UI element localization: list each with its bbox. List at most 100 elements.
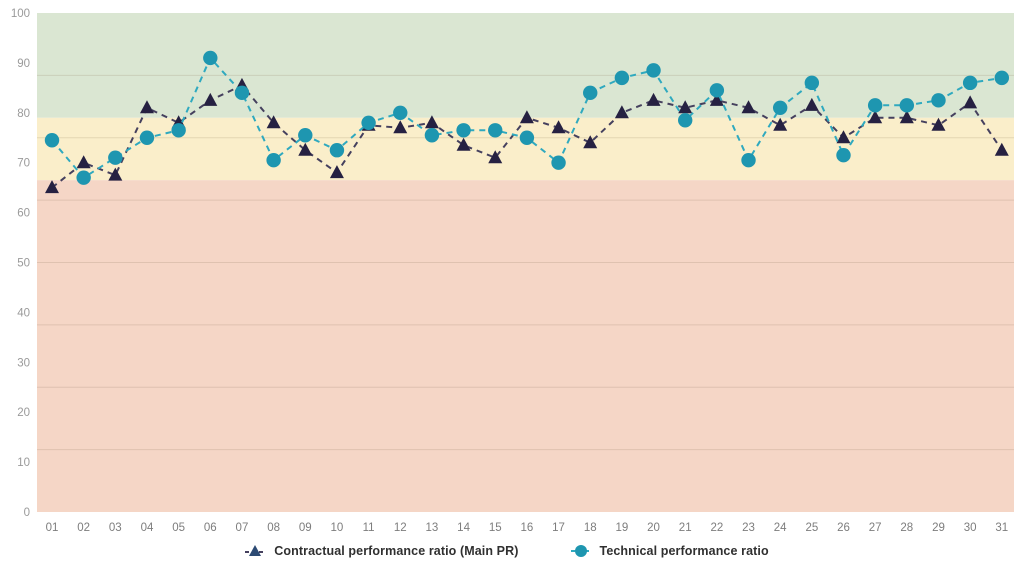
circle-marker [519, 130, 535, 145]
triangle-marker [76, 155, 91, 169]
triangle-marker [583, 135, 598, 149]
series-technical [44, 50, 1009, 185]
x-tick-label: 30 [964, 522, 977, 534]
x-tick-label: 20 [647, 522, 660, 534]
y-axis-labels: 0 10 20 30 40 50 60 70 80 90 100 [11, 8, 30, 519]
circle-marker [899, 98, 915, 113]
legend-item-contractual[interactable]: Contractual performance ratio (Main PR) [245, 544, 518, 558]
chart-legend: Contractual performance ratio (Main PR) … [0, 544, 1014, 558]
circle-marker [424, 128, 440, 143]
circle-marker [44, 133, 60, 148]
circle-marker [962, 75, 978, 91]
triangle-marker [899, 110, 914, 124]
x-tick-label: 09 [299, 522, 312, 534]
triangle-marker [488, 150, 503, 164]
legend-label-technical: Technical performance ratio [599, 544, 769, 558]
circle-marker [867, 98, 883, 113]
triangle-marker-icon [245, 545, 266, 556]
circle-marker [583, 85, 598, 101]
gridlines [37, 74, 1014, 451]
x-tick-label: 01 [46, 522, 59, 534]
triangle-marker [393, 120, 408, 134]
circle-marker [361, 115, 376, 130]
triangle-marker [424, 115, 439, 129]
circle-marker [108, 150, 123, 165]
triangle-marker [836, 130, 851, 144]
triangle-marker [139, 100, 154, 114]
y-tick-label: 40 [17, 307, 30, 319]
triangle-marker [773, 117, 788, 131]
triangle-marker [329, 165, 344, 179]
triangle-marker [646, 92, 661, 106]
circle-marker [836, 148, 851, 163]
y-tick-label: 70 [17, 158, 30, 170]
x-tick-label: 10 [331, 522, 344, 534]
x-tick-label: 05 [172, 522, 185, 534]
circle-marker [804, 75, 820, 91]
circle-marker [234, 85, 250, 101]
y-tick-label: 0 [24, 507, 30, 519]
x-tick-label: 23 [742, 522, 755, 534]
circle-marker [298, 128, 313, 143]
triangle-marker [551, 120, 566, 134]
chart-area: 0 10 20 30 40 50 60 70 80 90 100 01 02 03 04 05 06 07 08 0… [11, 8, 1014, 534]
threshold-bands [37, 13, 1014, 513]
y-tick-label: 60 [17, 208, 30, 220]
triangle-marker [804, 97, 819, 111]
circle-marker [139, 130, 155, 145]
x-tick-label: 28 [900, 522, 913, 534]
x-tick-label: 16 [521, 522, 534, 534]
legend-label-contractual: Contractual performance ratio (Main PR) [274, 544, 519, 558]
x-tick-label: 21 [679, 522, 692, 534]
triangle-marker [519, 110, 534, 124]
circle-marker [76, 170, 91, 185]
triangle-marker [108, 167, 123, 181]
triangle-marker [45, 180, 59, 194]
y-tick-label: 90 [17, 58, 30, 70]
triangle-marker [709, 92, 724, 106]
x-tick-label: 18 [584, 522, 597, 534]
triangle-marker [741, 100, 756, 114]
y-tick-label: 10 [17, 457, 30, 469]
x-axis-labels: 01 02 03 04 05 06 07 08 09 10 11 12 13 14 15 16 17 18 19 20… [46, 522, 1009, 534]
triangle-marker [298, 142, 313, 156]
series-contractual [45, 77, 1009, 194]
triangle-marker [931, 117, 946, 131]
legend-item-technical[interactable]: Technical performance ratio [570, 544, 769, 558]
circle-marker [488, 123, 503, 138]
circle-marker [614, 70, 630, 86]
circle-marker [678, 113, 693, 128]
circle-marker [646, 63, 661, 78]
triangle-marker [266, 115, 281, 129]
circle-marker [393, 105, 408, 121]
y-tick-label: 20 [17, 407, 30, 419]
x-tick-label: 07 [236, 522, 249, 534]
x-tick-label: 12 [394, 522, 407, 534]
triangle-marker [994, 142, 1009, 156]
circle-marker-icon [570, 545, 591, 557]
circle-marker [709, 83, 725, 98]
triangle-marker [614, 105, 629, 119]
x-tick-label: 19 [615, 522, 628, 534]
y-tick-label: 100 [11, 8, 30, 20]
x-tick-label: 04 [141, 522, 154, 534]
threshold-band [37, 117, 1014, 181]
triangle-marker [203, 92, 218, 106]
y-tick-label: 50 [17, 258, 30, 270]
x-tick-label: 27 [869, 522, 882, 534]
circle-marker [551, 155, 566, 170]
x-tick-label: 26 [837, 522, 850, 534]
x-tick-label: 02 [77, 522, 90, 534]
triangle-marker [868, 110, 883, 124]
triangle-marker [678, 100, 693, 114]
x-tick-label: 17 [552, 522, 565, 534]
x-tick-label: 15 [489, 522, 502, 534]
circle-marker [329, 143, 345, 158]
triangle-marker [456, 137, 471, 151]
y-tick-label: 30 [17, 357, 30, 369]
x-tick-label: 24 [774, 522, 787, 534]
circle-marker [772, 100, 788, 116]
x-tick-label: 29 [932, 522, 945, 534]
